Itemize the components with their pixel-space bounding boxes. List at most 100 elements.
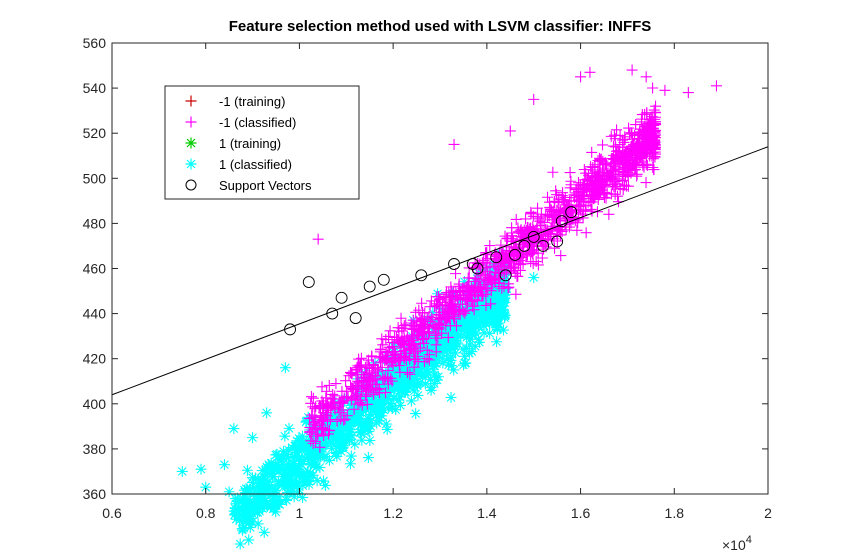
point-neg1-classified [376,351,388,363]
point-1-classified [394,399,406,411]
point-neg1-classified [592,154,604,166]
x-tick-label: 0.6 [102,505,122,521]
x-tick-label: 2 [764,505,772,521]
point-1-classified [267,471,279,483]
support-vector-point [377,273,390,286]
point-neg1-classified [421,321,433,333]
point-1-classified [244,498,256,510]
point-1-classified [443,338,455,350]
point-1-classified [475,291,487,303]
point-neg1-classified [609,160,621,172]
point-1-classified [405,395,417,407]
point-1-classified [281,459,293,471]
point-neg1-classified [591,176,603,188]
point-neg1-classified [584,66,596,78]
point-neg1-classified [432,332,444,344]
point-1-classified [386,401,398,413]
point-1-classified [345,424,357,436]
point-1-classified [340,422,352,434]
point-1-classified [412,369,424,381]
point-neg1-classified [350,389,362,401]
point-neg1-classified [450,304,462,316]
point-1-classified [218,459,230,471]
point-1-classified [322,417,334,429]
point-neg1-classified [430,346,442,358]
y-tick-label: 380 [83,441,107,457]
point-neg1-classified [496,282,508,294]
point-neg1-classified [532,259,544,271]
point-1-classified [331,450,343,462]
support-vector-layer [284,206,578,336]
point-1-classified [381,423,393,435]
support-vector-point [466,258,479,270]
chart-title: Feature selection method used with LSVM … [229,18,652,35]
point-1-classified [392,375,404,387]
point-1-classified [462,325,474,337]
point-1-classified [255,497,267,509]
point-1-classified [300,441,312,453]
point-neg1-classified [355,352,367,364]
point-1-classified [200,481,212,493]
point-neg1-classified [649,136,661,148]
point-neg1-classified [564,195,576,207]
point-1-classified [280,481,292,493]
point-neg1-classified [378,374,390,386]
point-1-classified [441,325,453,337]
point-neg1-classified [376,333,388,345]
point-neg1-classified [509,267,521,279]
point-1-classified [297,456,309,468]
point-neg1-classified [542,191,554,203]
point-1-classified [412,389,424,401]
point-1-classified [379,394,391,406]
point-1-classified [456,323,468,335]
point-1-classified [239,504,251,516]
point-1-classified [195,463,207,475]
point-neg1-classified [426,312,438,324]
point-neg1-classified [407,340,419,352]
point-1-classified [303,448,315,460]
point-1-classified [336,418,348,430]
point-1-classified [433,343,445,355]
point-neg1-classified [425,295,437,307]
point-1-classified [365,420,377,432]
y-tick-label: 540 [83,80,107,96]
point-neg1-classified [568,189,580,201]
point-1-classified [396,356,408,368]
point-1-classified [291,443,303,455]
point-neg1-classified [480,299,492,311]
point-1-classified [380,418,392,430]
point-1-classified [407,364,419,376]
point-1-classified [243,493,255,505]
point-neg1-classified [460,305,472,317]
point-1-classified [396,381,408,393]
point-neg1-classified [350,369,362,381]
point-neg1-classified [608,181,620,193]
point-1-classified [237,516,249,528]
point-neg1-classified [345,366,357,378]
point-1-classified [274,463,286,475]
point-1-classified [229,493,241,505]
point-neg1-classified [383,341,395,353]
point-neg1-classified [335,407,347,419]
point-neg1-classified [633,154,645,166]
point-1-classified [497,272,509,284]
point-neg1-classified [576,189,588,201]
point-neg1-classified [641,107,653,119]
point-neg1-classified [640,177,652,189]
point-neg1-classified [421,344,433,356]
point-neg1-classified [305,391,317,403]
point-neg1-classified [551,189,563,201]
point-neg1-classified [318,412,330,424]
point-neg1-classified [418,318,430,330]
point-neg1-classified [337,404,349,416]
point-neg1-classified [606,153,618,165]
point-1-classified [328,434,340,446]
point-1-classified [339,393,351,405]
point-1-classified [228,423,240,435]
point-1-classified [333,440,345,452]
point-neg1-classified [575,199,587,211]
point-neg1-classified [505,262,517,274]
point-neg1-classified [377,339,389,351]
point-1-classified [437,340,449,352]
point-neg1-classified [311,430,323,442]
